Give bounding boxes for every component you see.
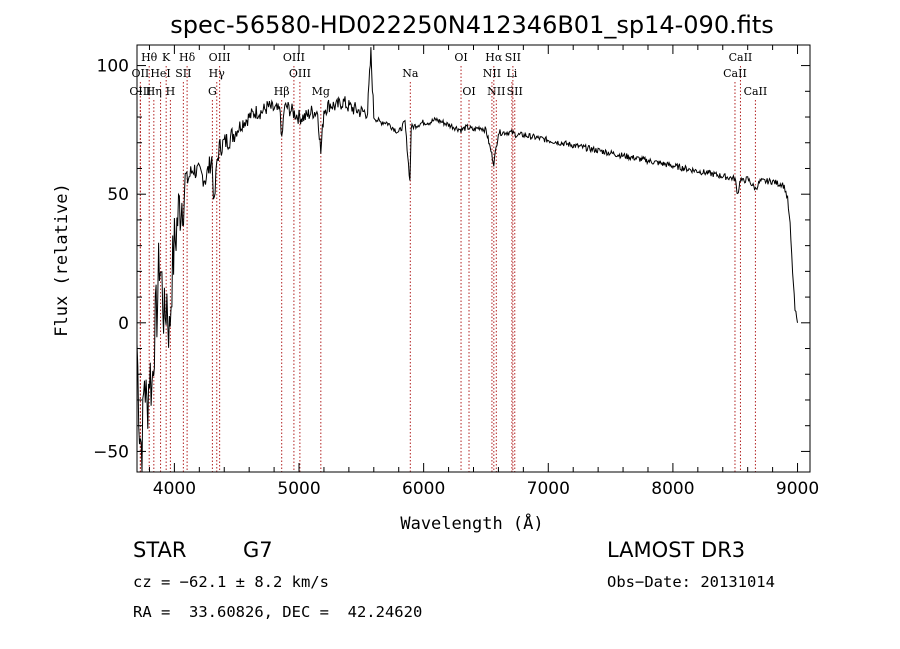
reference-line-label: Hη	[146, 85, 162, 98]
y-tick-label: 100	[97, 57, 129, 77]
reference-line-label: HeI	[150, 67, 170, 80]
x-axis-label: Wavelength (Å)	[400, 512, 543, 534]
reference-line-label: Hγ	[209, 67, 226, 80]
survey-name: LAMOST DR3	[607, 538, 746, 562]
x-tick-label: 8000	[651, 479, 694, 499]
reference-line-label: Hβ	[274, 85, 290, 98]
spectrum-line	[136, 47, 798, 473]
reference-line-label: Li	[506, 67, 517, 80]
reference-line-label: NII	[483, 67, 501, 80]
ticks-layer: 4000 5000 6000 7000 8000 9000 −50 0 50 100	[93, 45, 819, 499]
reference-line-label: OIII	[283, 51, 305, 64]
series-layer	[136, 47, 798, 473]
x-tick-label: 4000	[153, 479, 196, 499]
coordinates: RA = 33.60826, DEC = 42.24620	[133, 603, 423, 621]
reference-line-label: OIII	[289, 67, 311, 80]
reference-line-label: G	[208, 85, 217, 98]
y-tick-label: 0	[118, 314, 129, 334]
reference-line-label: CaII	[723, 67, 747, 80]
chart-title: spec-56580-HD022250N412346B01_sp14-090.f…	[170, 11, 774, 39]
reference-line-label: CaII	[744, 85, 768, 98]
object-class: STAR	[133, 538, 187, 562]
y-tick-label: −50	[93, 442, 129, 462]
reference-line-label: OII	[132, 67, 150, 80]
plot-frame	[136, 44, 811, 473]
y-tick-label: 50	[107, 185, 129, 205]
x-tick-label: 7000	[527, 479, 570, 499]
x-tick-label: 5000	[277, 479, 320, 499]
reference-line-label: Hδ	[179, 51, 196, 64]
reference-line-label: OIII	[209, 51, 231, 64]
x-tick-label: 9000	[776, 479, 819, 499]
reference-line-label: CaII	[729, 51, 753, 64]
x-tick-label: 6000	[402, 479, 445, 499]
y-axis-label: Flux (relative)	[52, 183, 72, 337]
reference-line-label: K	[162, 51, 171, 64]
reference-line-label: Na	[402, 67, 419, 80]
reference-line-label: Hα	[485, 51, 503, 64]
reference-line-label: NII	[487, 85, 505, 98]
reference-line-label: Mg	[312, 85, 330, 98]
reference-line-label: SII	[505, 51, 521, 64]
object-subclass: G7	[243, 538, 273, 562]
reference-line-label: SII	[175, 67, 191, 80]
reference-line-label: OI	[454, 51, 467, 64]
observation-date: Obs−Date: 20131014	[607, 573, 775, 591]
redshift-cz: cz = −62.1 ± 8.2 km/s	[133, 573, 329, 591]
reference-line-label: Hθ	[141, 51, 158, 64]
reference-line-label: H	[166, 85, 176, 98]
reference-line-label: OI	[462, 85, 475, 98]
reference-line-label: SII	[507, 85, 523, 98]
